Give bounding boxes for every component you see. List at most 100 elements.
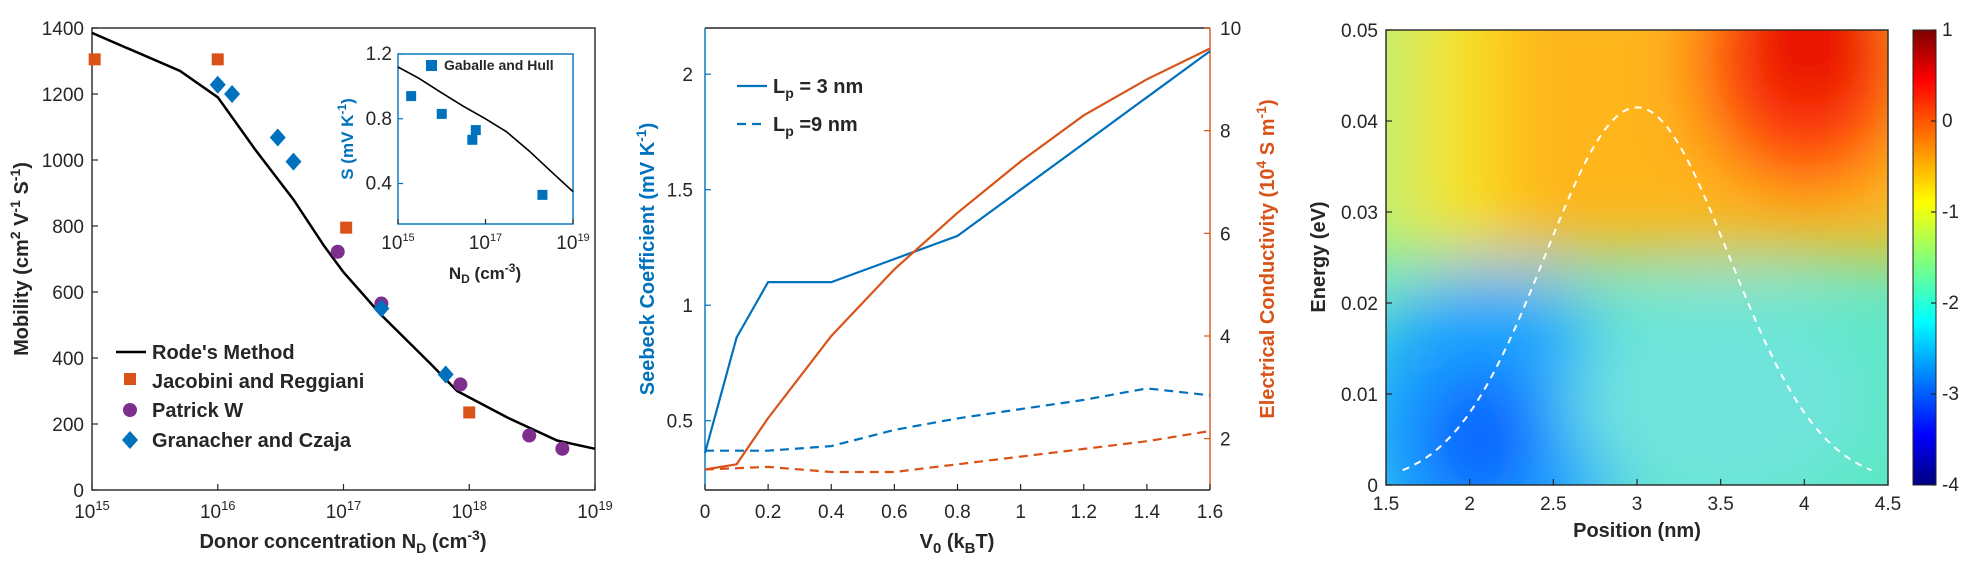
right-y-tick-label: 2 (1220, 430, 1231, 451)
legend-label-patrick: Patrick W (152, 400, 243, 422)
heatmap-image (1386, 30, 1888, 485)
mobility-x-axis-label: Donor concentration ND (cm-3) (199, 527, 486, 556)
inset-x-tick-label: 1017 (469, 232, 502, 254)
legend-label-granacher: Granacher and Czaja (152, 430, 352, 452)
x-tick-label: 2.5 (1540, 494, 1566, 515)
seebeck-ticks: 0 0.2 0.4 0.6 0.8 1 1.2 1.4 1.6 0.5 1 1.5 2 2 4 6 8 10 (667, 19, 1242, 523)
x-tick-label: 1015 (74, 498, 110, 523)
left-y-tick-label: 1 (682, 296, 693, 317)
colorbar-tick-label: 1 (1942, 20, 1953, 41)
data-point-diamond (209, 75, 226, 94)
heatmap-peak (1750, 30, 1870, 110)
right-y-tick-label: 6 (1220, 224, 1231, 245)
data-point-diamond (437, 365, 454, 384)
data-point-diamond (373, 299, 390, 318)
inset-marks (397, 66, 574, 200)
heatmap-left-edge (1386, 30, 1420, 260)
y-tick-label: 0 (1367, 476, 1378, 497)
inset-theory-line (397, 66, 574, 193)
legend-label-jacobini: Jacobini and Reggiani (152, 371, 364, 393)
x-tick-label: 1.5 (1373, 494, 1399, 515)
x-tick-label: 3 (1632, 494, 1643, 515)
inset-y-tick-label: 0.4 (366, 174, 393, 195)
mobility-legend: Rode's Method Jacobini and Reggiani Patr… (116, 342, 364, 452)
legend-label-lp9: Lp =9 nm (773, 114, 858, 139)
data-point-circle (453, 377, 468, 392)
x-tick-label: 4 (1799, 494, 1810, 515)
data-point-circle (522, 428, 537, 443)
y-tick-label: 0.01 (1341, 385, 1378, 406)
left-y-tick-label: 1.5 (667, 181, 693, 202)
conductivity-y-axis-label: Electrical Conductivity (104 S m-1) (1253, 99, 1279, 418)
colorbar-tick-label: -3 (1942, 384, 1959, 405)
y-tick-label: 800 (52, 217, 84, 238)
data-point-square (211, 53, 224, 66)
y-tick-label: 600 (52, 283, 84, 304)
inset-data-point (470, 125, 481, 136)
conductivity-dashed-line (704, 429, 1211, 474)
y-tick-label: 1400 (42, 19, 84, 40)
panel-heatmap: 1.5 2 2.5 3 3.5 4 4.5 0 0.01 0.02 0.03 0.04 0.05 1 0 -… (1308, 20, 1959, 542)
inset-x-tick-label: 1015 (381, 232, 414, 254)
x-tick-label: 1016 (200, 498, 236, 523)
panel-seebeck-conductivity: 0 0.2 0.4 0.6 0.8 1 1.2 1.4 1.6 0.5 1 1.5 2 2 4 6 8 10 V0… (633, 19, 1279, 557)
heatmap-ticks: 1.5 2 2.5 3 3.5 4 4.5 0 0.01 0.02 0.03 0.04 0.05 (1341, 21, 1901, 515)
left-y-tick-label: 0.5 (667, 412, 693, 433)
y-tick-label: 0.04 (1341, 112, 1378, 133)
inset-ticks: 0.4 0.8 1.2 1015 1017 1019 (366, 44, 590, 254)
y-tick-label: 0.03 (1341, 203, 1378, 224)
series-line-rodes-method (91, 31, 596, 451)
right-y-tick-label: 4 (1220, 327, 1231, 348)
x-tick-label: 1018 (451, 498, 487, 523)
inset-data-point (467, 134, 478, 145)
x-tick-label: 1017 (326, 498, 362, 523)
data-point-diamond (285, 152, 302, 171)
inset-x-tick-label: 1019 (556, 232, 589, 254)
seebeck-y-axis-label: Seebeck Coefficient (mV K-1) (633, 123, 659, 396)
y-tick-label: 200 (52, 415, 84, 436)
inset-x-axis-label: ND (cm-3) (449, 261, 521, 286)
mobility-marks (88, 31, 596, 456)
y-tick-label: 400 (52, 349, 84, 370)
legend-swatch-square (124, 373, 136, 385)
data-point-diamond (269, 128, 286, 147)
y-tick-label: 1200 (42, 85, 84, 106)
inset-data-point (537, 189, 548, 200)
x-tick-label: 0.6 (881, 502, 907, 523)
legend-label-rodes-method: Rode's Method (152, 342, 295, 364)
colorbar-tick-label: 0 (1942, 111, 1953, 132)
seebeck-solid-line (703, 50, 1211, 454)
colorbar-ticks: 1 0 -1 -2 -3 -4 (1931, 20, 1959, 496)
x-tick-label: 0.4 (818, 502, 845, 523)
heatmap-cold-core (1420, 365, 1540, 485)
inset-legend-label: Gaballe and Hull (444, 57, 554, 73)
y-tick-label: 0 (73, 481, 84, 502)
v0-x-axis-label: V0 (kBT) (920, 531, 995, 557)
x-tick-label: 1.2 (1071, 502, 1097, 523)
colorbar (1912, 29, 1937, 486)
y-tick-label: 0.02 (1341, 294, 1378, 315)
colorbar-tick-label: -4 (1942, 475, 1959, 496)
seebeck-marks (703, 47, 1211, 474)
data-point-square (463, 406, 476, 419)
x-tick-label: 0.8 (944, 502, 970, 523)
right-y-tick-label: 8 (1220, 122, 1231, 143)
x-tick-label: 1.4 (1134, 502, 1161, 523)
position-x-axis-label: Position (nm) (1573, 520, 1701, 542)
data-point-square (88, 53, 101, 66)
right-y-tick-label: 10 (1220, 19, 1241, 40)
data-point-circle (330, 244, 345, 259)
x-tick-label: 3.5 (1707, 494, 1733, 515)
x-tick-label: 0 (700, 502, 711, 523)
inset-y-tick-label: 0.8 (366, 109, 392, 130)
x-tick-label: 1 (1015, 502, 1026, 523)
x-tick-label: 4.5 (1875, 494, 1901, 515)
inset-seebeck: 0.4 0.8 1.2 1015 1017 1019 Gaballe and Hull N… (335, 44, 590, 286)
seebeck-legend: Lp = 3 nm Lp =9 nm (737, 76, 863, 139)
inset-y-axis-label: S (mV K-1) (335, 98, 357, 180)
left-y-tick-label: 2 (682, 65, 693, 86)
inset-y-tick-label: 1.2 (366, 44, 392, 65)
colorbar-tick-label: -2 (1942, 293, 1959, 314)
x-tick-label: 1.6 (1197, 502, 1223, 523)
x-tick-label: 1019 (577, 498, 613, 523)
